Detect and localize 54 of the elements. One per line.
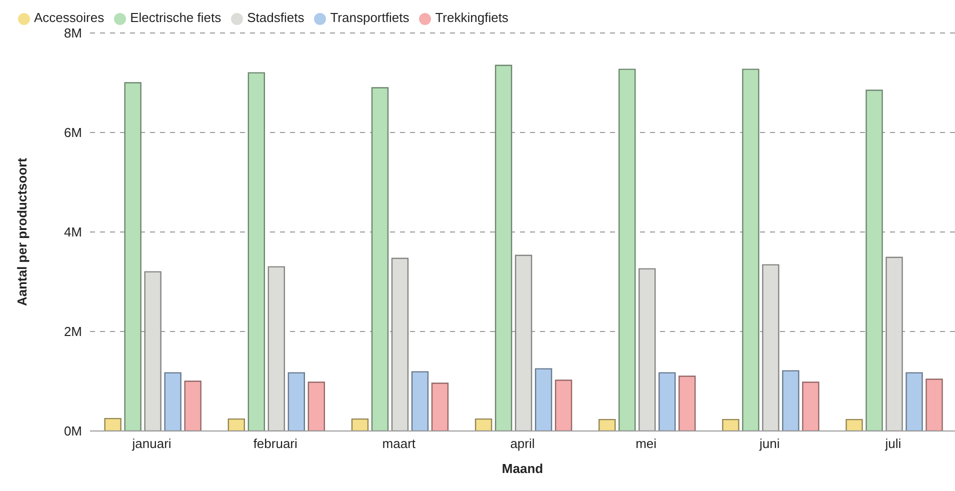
bar <box>391 258 409 431</box>
bar <box>742 68 760 431</box>
legend-label: Trekkingfiets <box>435 10 508 25</box>
x-tick-label: mei <box>636 436 657 452</box>
bar <box>802 382 820 431</box>
bar <box>351 418 369 431</box>
bar <box>288 372 305 431</box>
bar <box>554 380 572 431</box>
bar <box>164 372 182 431</box>
x-tick-label: juli <box>884 436 902 452</box>
bar <box>124 82 142 431</box>
bar <box>371 87 389 431</box>
x-tick-label: januari <box>131 436 172 452</box>
x-axis-title: Maand <box>502 461 544 476</box>
bar <box>886 256 903 431</box>
legend-label: Electrische fiets <box>130 10 222 25</box>
x-tick-label: maart <box>382 436 416 452</box>
bar <box>268 266 285 431</box>
bar <box>104 418 122 431</box>
bar <box>308 382 325 431</box>
bar <box>431 382 449 431</box>
x-tick-label: februari <box>253 436 298 452</box>
bar <box>658 372 676 431</box>
x-tick-label: juni <box>758 436 780 452</box>
bar <box>722 418 740 431</box>
bar <box>228 418 245 431</box>
legend-label: Stadsfiets <box>247 10 304 25</box>
bar <box>494 64 512 431</box>
bar <box>534 368 552 431</box>
y-tick-label: 0M <box>64 424 82 439</box>
legend-label: Accessoires <box>34 10 104 25</box>
bar <box>678 376 696 431</box>
bar <box>638 268 656 431</box>
y-tick-label: 6M <box>64 125 82 140</box>
bar <box>782 370 800 431</box>
x-tick-label: april <box>510 436 535 452</box>
bar <box>762 264 780 431</box>
bar <box>144 271 162 431</box>
bar <box>474 418 492 431</box>
y-tick-label: 4M <box>64 224 82 240</box>
bar <box>926 378 943 431</box>
bar <box>514 254 532 431</box>
bar <box>846 418 863 431</box>
legend-label: Transportfiets <box>330 10 410 25</box>
y-tick-label: 2M <box>64 324 82 340</box>
bar <box>906 372 923 431</box>
bar <box>618 68 636 431</box>
y-tick-label: 8M <box>64 26 82 41</box>
bar <box>411 371 429 431</box>
bar <box>598 418 616 431</box>
bar <box>184 380 202 431</box>
bar <box>866 90 883 431</box>
bar <box>248 72 265 431</box>
y-axis-title: Aantal per productsoort <box>14 157 30 306</box>
